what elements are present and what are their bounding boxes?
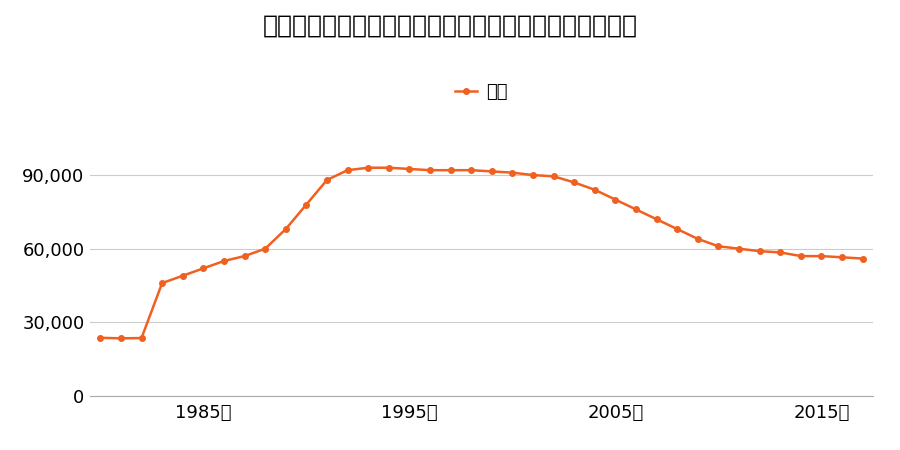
価格 [796,253,806,259]
価格 [754,248,765,254]
価格 [590,187,600,193]
価格 [301,202,311,207]
価格 [363,165,374,171]
価格 [446,167,456,173]
価格 [342,167,353,173]
価格 [466,167,477,173]
価格 [486,169,497,174]
価格 [425,167,436,173]
価格 [115,336,126,341]
価格 [816,253,827,259]
価格 [94,335,105,341]
価格 [734,246,744,252]
Legend: 価格: 価格 [448,76,515,108]
価格 [692,236,703,242]
価格 [858,256,868,261]
価格 [260,246,271,252]
価格 [527,172,538,178]
価格 [321,177,332,183]
価格 [672,226,683,232]
価格 [383,165,394,171]
価格 [219,258,230,264]
価格 [157,280,167,286]
価格 [198,266,209,271]
価格 [548,174,559,179]
価格 [713,243,724,249]
価格 [136,335,147,341]
価格 [652,216,662,222]
価格 [507,170,517,176]
Line: 価格: 価格 [97,165,866,341]
価格 [177,273,188,279]
Text: 福岡県北九州市小倉北区中井１丁目４３番９の地価推移: 福岡県北九州市小倉北区中井１丁目４３番９の地価推移 [263,14,637,37]
価格 [239,253,250,259]
価格 [404,166,415,171]
価格 [281,226,292,232]
価格 [610,197,621,202]
価格 [837,255,848,260]
価格 [631,207,642,212]
価格 [775,250,786,255]
価格 [569,180,580,185]
